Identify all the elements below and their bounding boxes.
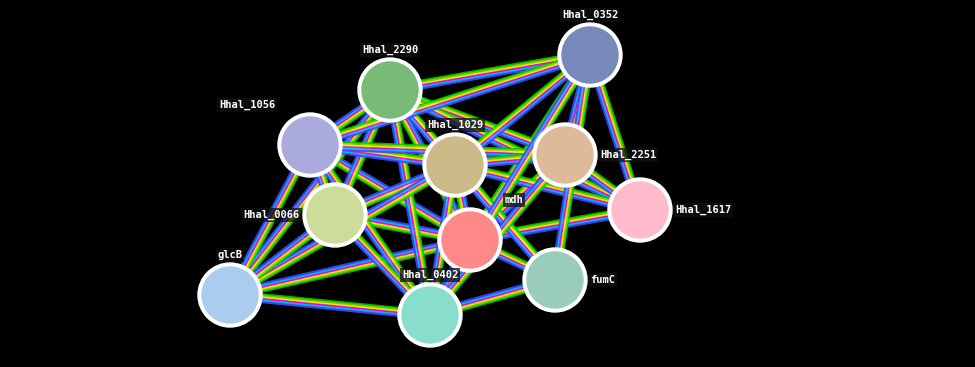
Circle shape xyxy=(608,178,672,242)
Circle shape xyxy=(362,62,418,118)
Text: fumC: fumC xyxy=(590,275,615,285)
Text: Hhal_2251: Hhal_2251 xyxy=(600,150,656,160)
Circle shape xyxy=(198,263,262,327)
Circle shape xyxy=(307,187,363,243)
Text: glcB: glcB xyxy=(217,250,243,260)
Circle shape xyxy=(398,283,462,347)
Circle shape xyxy=(523,248,587,312)
Text: Hhal_0402: Hhal_0402 xyxy=(402,270,458,280)
Circle shape xyxy=(527,252,583,308)
Circle shape xyxy=(612,182,668,238)
Text: mdh: mdh xyxy=(505,195,524,205)
Text: Hhal_2290: Hhal_2290 xyxy=(362,45,418,55)
Circle shape xyxy=(533,123,597,187)
Circle shape xyxy=(427,137,483,193)
Circle shape xyxy=(537,127,593,183)
Circle shape xyxy=(202,267,258,323)
Text: Hhal_1617: Hhal_1617 xyxy=(675,205,731,215)
Text: Hhal_1056: Hhal_1056 xyxy=(218,100,275,110)
Circle shape xyxy=(282,117,338,173)
Circle shape xyxy=(303,183,367,247)
Circle shape xyxy=(278,113,342,177)
Circle shape xyxy=(558,23,622,87)
Circle shape xyxy=(358,58,422,122)
Circle shape xyxy=(423,133,487,197)
Circle shape xyxy=(562,27,618,83)
Text: Hhal_1029: Hhal_1029 xyxy=(427,120,484,130)
Circle shape xyxy=(438,208,502,272)
Text: Hhal_0066: Hhal_0066 xyxy=(244,210,300,220)
Circle shape xyxy=(442,212,498,268)
Text: Hhal_0352: Hhal_0352 xyxy=(562,10,618,20)
Circle shape xyxy=(402,287,458,343)
